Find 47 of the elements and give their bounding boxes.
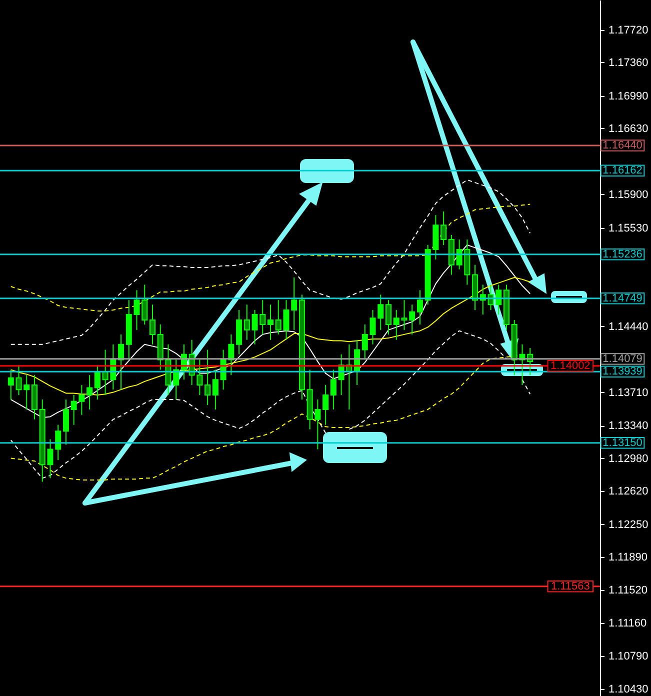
y-tick-label: 1.16990 xyxy=(608,90,648,102)
y-tick-label: 1.11160 xyxy=(608,617,647,630)
y-tick-label: 1.13340 xyxy=(608,420,648,432)
ref-line-label: 1.13150 xyxy=(602,436,642,449)
ref-line-label: 1.14002 xyxy=(550,360,590,372)
y-tick-label: 1.13710 xyxy=(608,386,648,399)
candlestick xyxy=(94,364,100,400)
candlestick xyxy=(322,384,329,426)
candlestick xyxy=(212,369,218,410)
candlestick xyxy=(150,304,156,345)
ref-line-label: 1.14749 xyxy=(602,292,642,304)
y-tick-label: 1.15530 xyxy=(608,222,648,234)
ref-line-label: 1.16440 xyxy=(602,140,642,152)
ref-line-label: 1.15236 xyxy=(602,248,642,260)
y-tick-label: 1.17720 xyxy=(608,24,648,36)
y-tick-label: 1.11890 xyxy=(608,551,648,564)
y-tick-label: 1.11520 xyxy=(608,584,648,597)
line-series xyxy=(10,179,531,345)
candlestick xyxy=(409,304,416,335)
y-tick-label: 1.15900 xyxy=(608,188,648,201)
y-tick-label: 1.14440 xyxy=(608,320,648,333)
y-tick-label: 1.17360 xyxy=(608,56,648,69)
ref-line-label: 1.16162 xyxy=(602,164,642,177)
candlestick xyxy=(173,359,180,400)
candlestick xyxy=(62,399,69,446)
candlestick xyxy=(86,374,93,410)
candlestick xyxy=(440,211,447,246)
candlestick xyxy=(118,334,124,390)
candlestick xyxy=(8,369,14,400)
candlestick xyxy=(416,290,423,325)
candlestick xyxy=(362,324,368,360)
candlestick xyxy=(204,349,211,406)
candlestick xyxy=(244,304,250,340)
y-tick-label: 1.16630 xyxy=(608,122,648,135)
y-tick-label: 1.10430 xyxy=(608,683,648,696)
y-tick-label: 1.12980 xyxy=(608,452,648,465)
ref-line-label: 1.14079 xyxy=(602,352,642,365)
candlestick xyxy=(268,304,274,340)
candlestick xyxy=(291,276,298,330)
ref-line-label: 1.11563 xyxy=(550,580,590,592)
y-tick-label: 1.10790 xyxy=(608,650,648,663)
ref-line-label: 1.13939 xyxy=(602,366,642,378)
y-tick-label: 1.12250 xyxy=(608,518,648,531)
candlestick xyxy=(386,300,392,335)
candlestick xyxy=(330,369,336,410)
y-tick-label: 1.12620 xyxy=(608,485,648,498)
candlestick xyxy=(55,424,62,461)
